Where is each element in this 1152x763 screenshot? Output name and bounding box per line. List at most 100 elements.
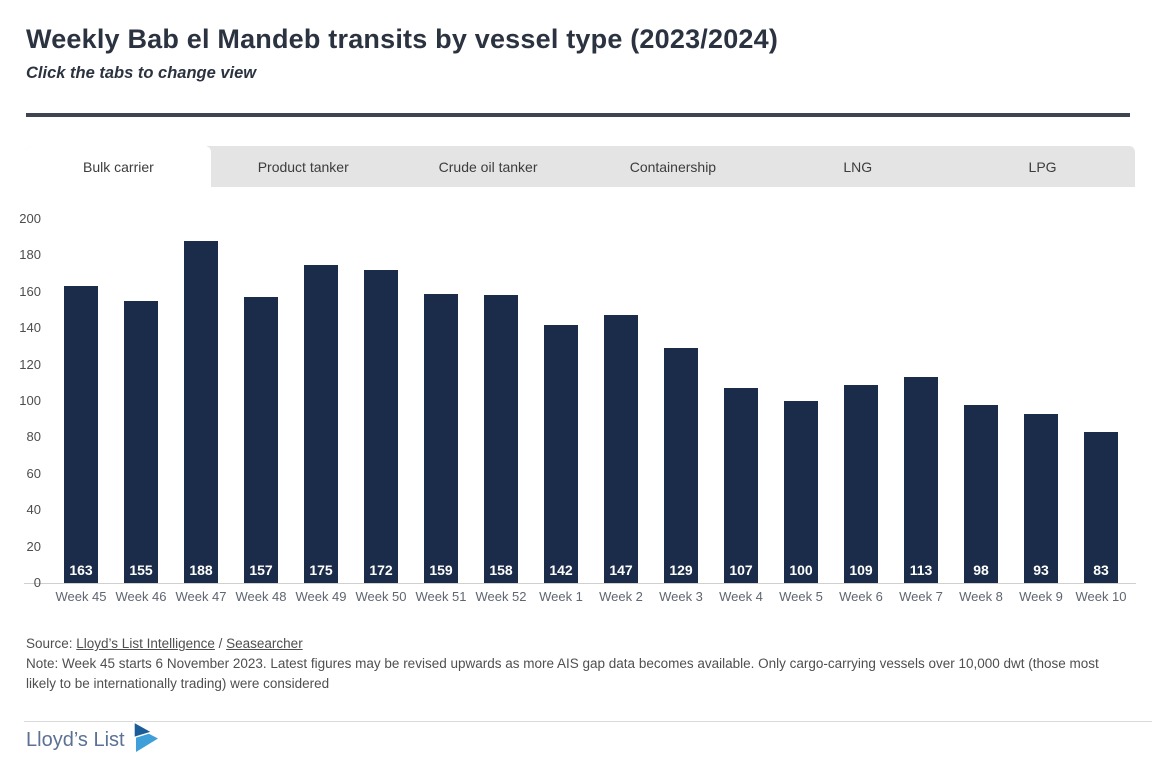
- tab-lng[interactable]: LNG: [843, 158, 873, 175]
- y-axis-tick: 60: [26, 465, 41, 481]
- bar-week-48[interactable]: 157: [244, 297, 278, 583]
- bar-slot: 100: [771, 401, 831, 583]
- tab-crude-oil-tanker[interactable]: Crude oil tanker: [438, 158, 538, 175]
- y-axis-tick: 180: [19, 247, 41, 263]
- lloyds-list-logo-icon: [132, 721, 158, 752]
- source-separator: /: [214, 636, 227, 651]
- x-axis-label: Week 5: [779, 589, 823, 604]
- x-axis-label: Week 10: [1075, 589, 1127, 604]
- tab-containership[interactable]: Containership: [629, 158, 717, 175]
- x-axis-label: Week 4: [719, 589, 763, 604]
- x-axis-label: Week 50: [355, 589, 407, 604]
- x-axis-label: Week 2: [599, 589, 643, 604]
- x-axis-label: Week 47: [175, 589, 227, 604]
- x-axis-labels: Week 45 Week 46 Week 47 Week 48 Week 49 Week …: [51, 589, 1131, 604]
- bar-slot: 147: [591, 315, 651, 583]
- x-axis-label: Week 45: [55, 589, 107, 604]
- x-axis-label: Week 48: [235, 589, 287, 604]
- bar-week-1[interactable]: 142: [544, 324, 578, 583]
- x-axis-label: Week 49: [295, 589, 347, 604]
- tab-product-tanker[interactable]: Product tanker: [257, 158, 349, 175]
- tab-bulk-carrier[interactable]: Bulk carrier: [26, 146, 211, 187]
- footer-divider: [24, 721, 1152, 722]
- x-axis-label: Week 6: [839, 589, 883, 604]
- bar-value-label: 158: [489, 562, 513, 578]
- bar-value-label: 100: [789, 562, 813, 578]
- page-subtitle: Click the tabs to change view: [26, 64, 257, 82]
- bar-slot: 109: [831, 384, 891, 583]
- brand-row: Lloyd’s List: [0, 721, 1152, 753]
- bar-week-52[interactable]: 158: [484, 295, 518, 583]
- bar-value-label: 107: [729, 562, 753, 578]
- bar-week-10[interactable]: 83: [1084, 431, 1118, 583]
- bar-slot: 163: [51, 286, 111, 583]
- x-axis-label: Week 8: [959, 589, 1003, 604]
- bar-week-4[interactable]: 107: [724, 388, 758, 583]
- note-text: Note: Week 45 starts 6 November 2023. La…: [26, 656, 1099, 691]
- y-axis-tick: 40: [26, 502, 41, 518]
- y-axis-tick: 0: [33, 575, 41, 590]
- bar-value-label: 163: [69, 562, 93, 578]
- bar-slot: 158: [471, 295, 531, 583]
- bar-slot: 129: [651, 348, 711, 583]
- bars: 163 155 188 157 175 172 159 158 142 147 129 107 100 1…: [51, 240, 1131, 583]
- bar-week-8[interactable]: 98: [964, 404, 998, 583]
- bar-week-51[interactable]: 159: [424, 293, 458, 583]
- bar-value-label: 129: [669, 562, 693, 578]
- bar-week-49[interactable]: 175: [304, 264, 338, 583]
- bar-value-label: 155: [129, 562, 153, 578]
- bar-slot: 188: [171, 240, 231, 583]
- bar-slot: 175: [291, 264, 351, 583]
- bar-value-label: 175: [309, 562, 333, 578]
- x-axis-label: Week 9: [1019, 589, 1063, 604]
- source-line: Source: Lloyd’s List Intelligence / Seas…: [26, 634, 1126, 654]
- bar-week-46[interactable]: 155: [124, 300, 158, 583]
- bar-week-9[interactable]: 93: [1024, 413, 1058, 583]
- bar-slot: 159: [411, 293, 471, 583]
- source-link-seasearcher[interactable]: Seasearcher: [226, 636, 303, 651]
- bar-slot: 172: [351, 269, 411, 583]
- bar-slot: 93: [1011, 413, 1071, 583]
- x-axis-label: Week 3: [659, 589, 703, 604]
- x-axis-label: Week 1: [539, 589, 583, 604]
- bar-week-6[interactable]: 109: [844, 384, 878, 583]
- bar-value-label: 172: [369, 562, 393, 578]
- source-link-lloyds-list-intelligence[interactable]: Lloyd’s List Intelligence: [76, 636, 215, 651]
- x-axis-label: Week 52: [475, 589, 527, 604]
- tab-bar: Bulk carrier Product tanker Crude oil tank…: [26, 146, 1135, 187]
- footer-notes: Source: Lloyd’s List Intelligence / Seas…: [26, 634, 1126, 694]
- y-axis-tick: 140: [19, 320, 41, 336]
- bar-value-label: 98: [973, 562, 989, 578]
- bar-value-label: 93: [1033, 562, 1049, 578]
- bar-value-label: 188: [189, 562, 213, 578]
- brand-name: Lloyd’s List: [26, 728, 125, 751]
- bar-chart: 163 155 188 157 175 172 159 158 142 147 129 107 100 1…: [0, 212, 1152, 590]
- y-axis-tick: 20: [26, 538, 41, 554]
- source-label: Source:: [26, 636, 77, 651]
- y-axis-tick: 200: [19, 211, 41, 226]
- bar-value-label: 157: [249, 562, 273, 578]
- bar-week-3[interactable]: 129: [664, 348, 698, 583]
- tab-lpg[interactable]: LPG: [1028, 158, 1057, 175]
- bar-value-label: 109: [849, 562, 873, 578]
- bar-week-47[interactable]: 188: [184, 240, 218, 583]
- bar-week-2[interactable]: 147: [604, 315, 638, 583]
- bar-slot: 157: [231, 297, 291, 583]
- y-axis-tick: 80: [26, 429, 41, 445]
- x-axis-label: Week 46: [115, 589, 167, 604]
- bar-slot: 98: [951, 404, 1011, 583]
- bar-slot: 155: [111, 300, 171, 583]
- bar-slot: 107: [711, 388, 771, 583]
- bar-week-5[interactable]: 100: [784, 401, 818, 583]
- header-divider: [26, 113, 1130, 117]
- header: Weekly Bab el Mandeb transits by vessel …: [0, 0, 1152, 83]
- bar-week-7[interactable]: 113: [904, 377, 938, 583]
- bar-value-label: 83: [1093, 562, 1109, 578]
- page-title: Weekly Bab el Mandeb transits by vessel …: [26, 24, 779, 54]
- bar-week-45[interactable]: 163: [64, 286, 98, 583]
- bar-value-label: 113: [909, 562, 933, 578]
- bar-value-label: 147: [609, 562, 633, 578]
- bar-slot: 142: [531, 324, 591, 583]
- bar-week-50[interactable]: 172: [364, 269, 398, 583]
